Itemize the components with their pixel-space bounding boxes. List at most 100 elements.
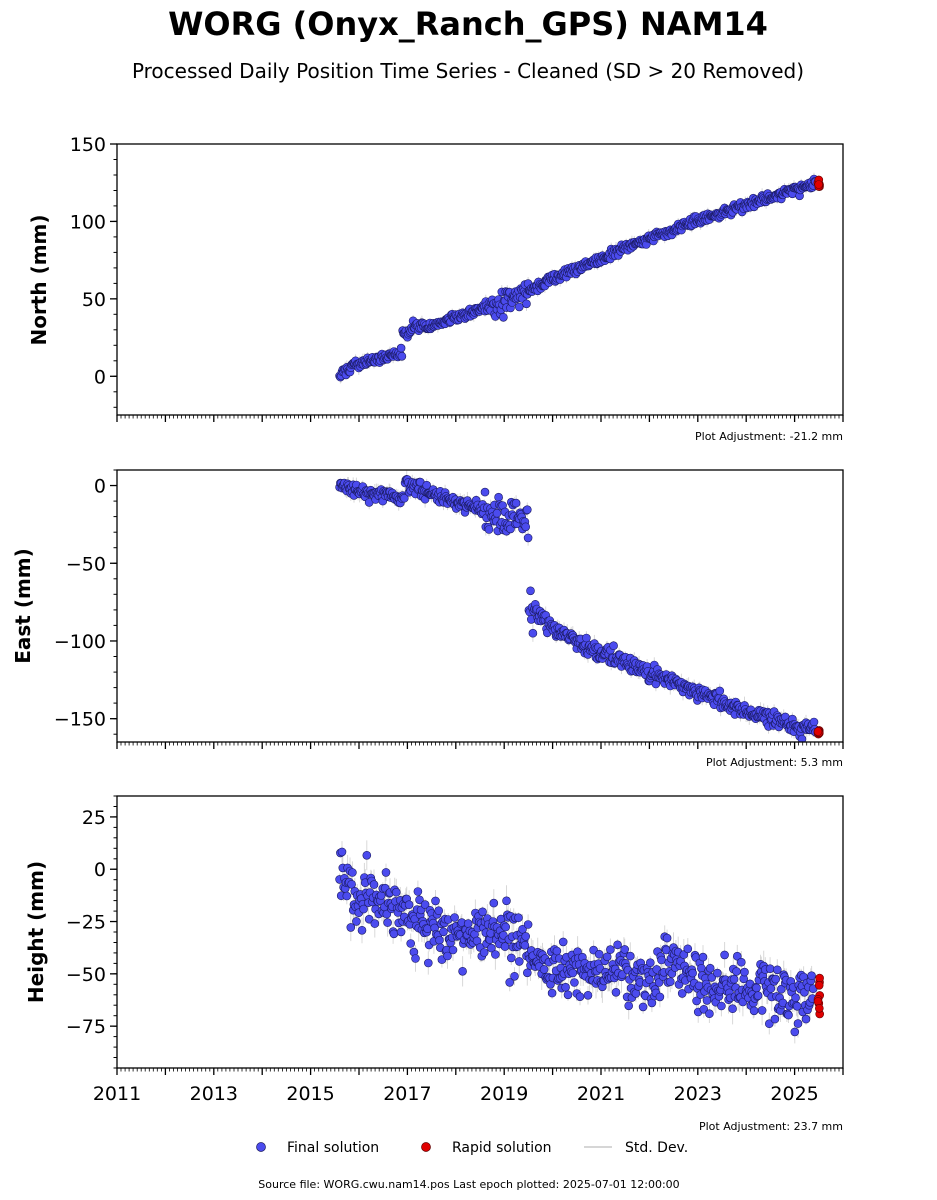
height-final-point (620, 945, 630, 954)
east-final-point (526, 586, 535, 596)
north-final-point (397, 351, 407, 361)
east-plot-area (335, 470, 824, 742)
height-y-tick-label: −25 (66, 912, 106, 934)
east-plot-adjustment: Plot Adjustment: 5.3 mm (706, 756, 843, 769)
height-final-point (570, 978, 579, 987)
height-final-point (563, 990, 573, 1000)
east-final-point (511, 498, 521, 508)
height-x-tick-label: 2015 (286, 1083, 334, 1105)
height-final-point (657, 955, 666, 965)
height-axes-frame (116, 795, 844, 1069)
height-final-point (411, 954, 420, 963)
height-panel: Height (mm) Plot Adjustment: 23.7 mm 25 0… (24, 795, 844, 1133)
east-final-points (335, 474, 820, 742)
east-x-ticks (116, 742, 844, 749)
height-final-point (683, 944, 693, 954)
height-final-point (720, 950, 729, 960)
height-final-point (568, 968, 578, 978)
height-final-point (443, 951, 452, 961)
legend-rapid-marker (421, 1142, 431, 1152)
north-final-points (335, 174, 820, 382)
north-final-point (514, 302, 524, 312)
height-final-point (520, 940, 530, 950)
height-final-point (479, 948, 489, 957)
height-final-point (346, 923, 356, 932)
height-final-point (505, 978, 515, 987)
legend-final-marker (256, 1142, 266, 1152)
height-final-point (749, 1006, 759, 1016)
north-final-point (499, 312, 508, 322)
height-final-point (793, 1019, 803, 1028)
height-final-point (752, 983, 761, 993)
height-final-point (770, 1014, 780, 1024)
height-final-point (435, 935, 444, 945)
height-final-point (514, 957, 524, 966)
height-final-point (702, 996, 712, 1005)
height-final-point (501, 922, 511, 932)
height-final-point (699, 1004, 709, 1014)
height-final-point (458, 966, 467, 976)
east-final-point (715, 686, 725, 696)
north-y-tick-label: 50 (82, 289, 106, 311)
height-final-point (606, 945, 615, 954)
east-y-tick-label: −100 (54, 631, 106, 653)
east-y-tick-label: −50 (66, 553, 106, 575)
height-final-point (654, 978, 664, 987)
height-final-point (784, 1010, 793, 1020)
height-final-point (625, 951, 635, 961)
north-axes-frame (116, 143, 844, 416)
height-final-point (771, 974, 781, 984)
height-final-point (677, 989, 687, 998)
legend: Final solution Rapid solution Std. Dev. (256, 1140, 688, 1156)
height-final-point (357, 925, 367, 935)
height-final-point (415, 895, 424, 905)
east-final-point (494, 492, 503, 502)
north-plot-adjustment: Plot Adjustment: -21.2 mm (695, 430, 843, 443)
height-final-point (617, 970, 627, 979)
height-plot-adjustment: Plot Adjustment: 23.7 mm (699, 1120, 843, 1133)
height-y-tick-label: 0 (94, 859, 106, 881)
height-final-point (478, 907, 487, 917)
height-final-point (613, 940, 622, 950)
height-x-tick-label: 2013 (190, 1083, 238, 1105)
height-final-point (510, 971, 519, 981)
legend-final-label: Final solution (287, 1140, 379, 1156)
north-y-tick-label: 0 (94, 366, 106, 388)
north-final-point (522, 299, 531, 309)
height-rapid-point (815, 973, 824, 983)
height-final-point (514, 913, 523, 923)
height-final-point (757, 1006, 767, 1015)
height-x-tick-label: 2019 (480, 1083, 528, 1105)
east-axis-label: East (mm) (11, 548, 35, 664)
height-final-point (717, 1001, 726, 1011)
height-final-point (729, 974, 739, 984)
height-final-point (697, 963, 706, 973)
height-final-point (406, 939, 416, 948)
height-final-point (594, 949, 604, 959)
height-final-point (369, 880, 379, 889)
height-x-tick-label: 2011 (93, 1083, 141, 1105)
height-final-point (665, 977, 675, 987)
chart-subtitle: Processed Daily Position Time Series - C… (132, 59, 804, 83)
height-final-point (434, 906, 444, 916)
east-final-point (582, 633, 591, 643)
height-final-point (765, 964, 775, 974)
height-final-point (522, 968, 532, 978)
height-final-point (624, 1001, 634, 1011)
height-final-point (732, 951, 742, 961)
height-final-point (547, 988, 557, 998)
height-final-point (790, 1027, 800, 1037)
height-final-point (391, 887, 401, 897)
height-final-point (655, 992, 665, 1002)
height-final-point (561, 982, 570, 992)
height-final-point (705, 1009, 714, 1019)
height-final-point (431, 896, 440, 906)
height-final-point (423, 958, 433, 968)
east-final-point (521, 522, 531, 532)
height-final-point (791, 993, 800, 1003)
height-final-point (362, 850, 372, 860)
height-y-tick-label: 25 (82, 807, 106, 829)
height-rapid-point (814, 1003, 824, 1013)
north-final-point (396, 343, 406, 353)
north-rapid-point (814, 180, 824, 189)
